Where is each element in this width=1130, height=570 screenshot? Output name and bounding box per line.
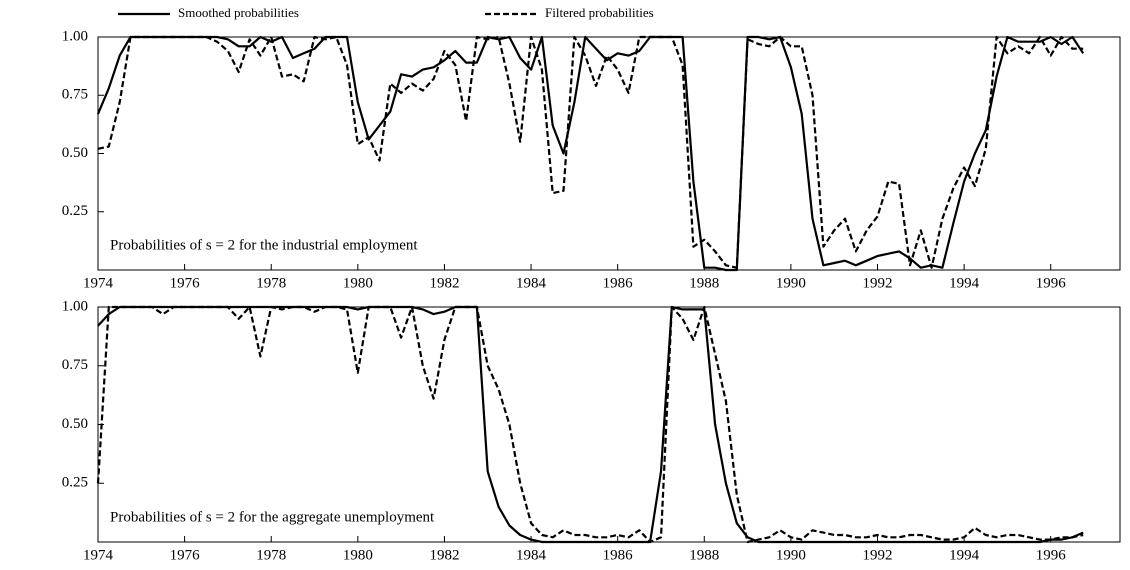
x-tick-label: 1984 bbox=[516, 275, 547, 291]
x-tick-label: 1974 bbox=[83, 547, 114, 563]
x-tick-label: 1986 bbox=[603, 275, 634, 291]
y-tick-label: 0.75 bbox=[62, 87, 88, 103]
annotation: Probabilities of s = 2 for the industria… bbox=[110, 237, 418, 253]
x-tick-label: 1986 bbox=[603, 547, 634, 563]
y-tick-label: 0.25 bbox=[62, 475, 88, 491]
x-tick-label: 1976 bbox=[170, 547, 201, 563]
y-tick-label: 0.25 bbox=[62, 203, 88, 219]
x-tick-label: 1978 bbox=[256, 275, 286, 291]
data-line bbox=[97, 305, 1084, 544]
x-tick-label: 1982 bbox=[429, 547, 459, 563]
plot-frame bbox=[97, 306, 1121, 543]
data-line bbox=[96, 35, 1085, 272]
data-line bbox=[97, 35, 1084, 269]
plot-frame bbox=[97, 36, 1121, 271]
x-tick-label: 1976 bbox=[170, 275, 201, 291]
x-tick-label: 1978 bbox=[256, 547, 286, 563]
legend-label: Filtered probabilities bbox=[545, 5, 654, 20]
annotation: Probabilities of s = 2 for the aggregate… bbox=[110, 509, 435, 525]
y-tick-label: 0.50 bbox=[62, 416, 88, 432]
y-tick-label: 0.75 bbox=[62, 357, 88, 373]
x-tick-label: 1992 bbox=[862, 547, 892, 563]
x-tick-label: 1982 bbox=[429, 275, 459, 291]
x-tick-label: 1988 bbox=[689, 547, 719, 563]
x-tick-label: 1984 bbox=[516, 547, 547, 563]
x-tick-label: 1994 bbox=[949, 547, 980, 563]
x-tick-label: 1996 bbox=[1036, 547, 1067, 563]
x-tick-label: 1996 bbox=[1036, 275, 1067, 291]
x-tick-label: 1990 bbox=[776, 547, 806, 563]
x-tick-label: 1974 bbox=[83, 275, 114, 291]
x-tick-label: 1994 bbox=[949, 275, 980, 291]
x-tick-label: 1980 bbox=[343, 547, 373, 563]
x-tick-label: 1980 bbox=[343, 275, 373, 291]
legend-label: Smoothed probabilities bbox=[178, 5, 299, 20]
x-tick-label: 1992 bbox=[862, 275, 892, 291]
y-tick-label: 1.00 bbox=[62, 298, 88, 314]
x-tick-label: 1988 bbox=[689, 275, 719, 291]
data-line bbox=[96, 305, 1084, 544]
x-tick-label: 1990 bbox=[776, 275, 806, 291]
y-tick-label: 0.50 bbox=[62, 145, 88, 161]
y-tick-label: 1.00 bbox=[62, 28, 88, 44]
